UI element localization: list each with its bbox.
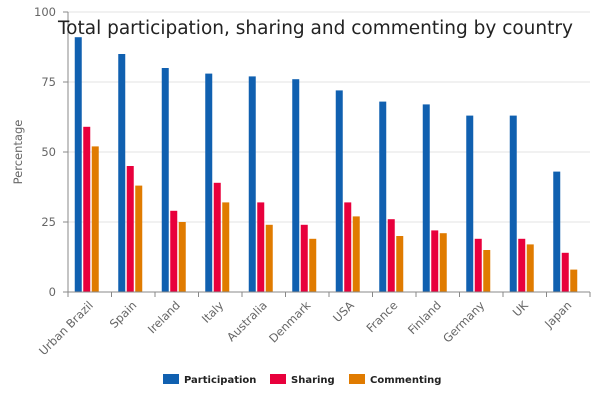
legend-label-sharing: Sharing	[291, 375, 335, 386]
x-tick-label: Italy	[199, 298, 227, 326]
bar-sharing-ireland	[170, 210, 178, 292]
bars	[74, 37, 578, 293]
legend-label-commenting: Commenting	[370, 375, 441, 386]
x-tick-label: Denmark	[266, 298, 314, 346]
legend-label-participation: Participation	[184, 375, 256, 386]
bar-participation-australia	[248, 76, 256, 293]
bar-sharing-australia	[257, 202, 265, 292]
x-tick-label: USA	[330, 298, 357, 325]
legend-swatch-commenting	[349, 374, 365, 384]
bar-commenting-ireland	[178, 222, 186, 292]
bar-commenting-urban-brazil	[91, 146, 99, 292]
bar-commenting-france	[396, 236, 404, 292]
gridlines	[68, 11, 590, 223]
y-tick-label: 25	[41, 215, 56, 229]
x-tick-label: UK	[510, 298, 532, 320]
bar-participation-italy	[205, 73, 213, 292]
bar-commenting-italy	[222, 202, 230, 292]
bar-participation-finland	[422, 104, 430, 293]
y-tick-label: 0	[49, 285, 56, 299]
x-tick-label: Urban Brazil	[36, 298, 96, 358]
bar-sharing-finland	[431, 230, 439, 292]
x-tick-label: Spain	[107, 298, 140, 331]
legend: Participation Sharing Commenting	[163, 374, 441, 386]
bar-participation-japan	[553, 171, 561, 292]
bar-commenting-germany	[483, 250, 491, 292]
x-tick-label: Australia	[224, 298, 270, 344]
bar-participation-france	[379, 101, 387, 292]
x-tick-label: France	[363, 298, 400, 335]
bar-sharing-italy	[213, 182, 221, 292]
bar-sharing-denmark	[300, 224, 308, 292]
bar-participation-uk	[509, 115, 517, 292]
bar-sharing-urban-brazil	[83, 126, 91, 292]
bar-commenting-spain	[135, 185, 143, 292]
bar-participation-spain	[118, 54, 126, 292]
y-axis-label: Percentage	[11, 120, 25, 185]
bar-commenting-uk	[526, 244, 534, 292]
bar-participation-germany	[466, 115, 474, 292]
bar-sharing-spain	[126, 166, 134, 292]
x-tick-label: Finland	[405, 298, 444, 337]
bar-participation-ireland	[161, 68, 169, 292]
x-tick-label: Ireland	[145, 298, 183, 336]
bar-commenting-denmark	[309, 238, 317, 292]
bar-commenting-japan	[570, 269, 578, 292]
bar-commenting-australia	[265, 224, 273, 292]
y-tick-label: 75	[41, 75, 56, 89]
bar-participation-denmark	[292, 79, 300, 292]
axes: 0 25 50 75 100 Urban Brazil Spain Ireland ItalyA…	[34, 5, 591, 358]
x-tick-label: Japan	[541, 298, 574, 331]
chart-title: Total participation, sharing and comment…	[57, 18, 573, 39]
bar-sharing-uk	[518, 238, 526, 292]
bar-commenting-usa	[352, 216, 360, 292]
bar-sharing-usa	[344, 202, 352, 292]
y-tick-label: 50	[41, 145, 56, 159]
legend-swatch-participation	[163, 374, 179, 384]
y-tick-label: 100	[34, 5, 56, 19]
legend-swatch-sharing	[270, 374, 286, 384]
bar-sharing-japan	[561, 252, 569, 292]
bar-participation-urban-brazil	[74, 37, 82, 293]
bar-sharing-france	[387, 219, 395, 292]
x-tick-label: Germany	[440, 298, 487, 345]
bar-sharing-germany	[474, 238, 482, 292]
bar-participation-usa	[335, 90, 343, 293]
bar-commenting-finland	[439, 233, 447, 292]
